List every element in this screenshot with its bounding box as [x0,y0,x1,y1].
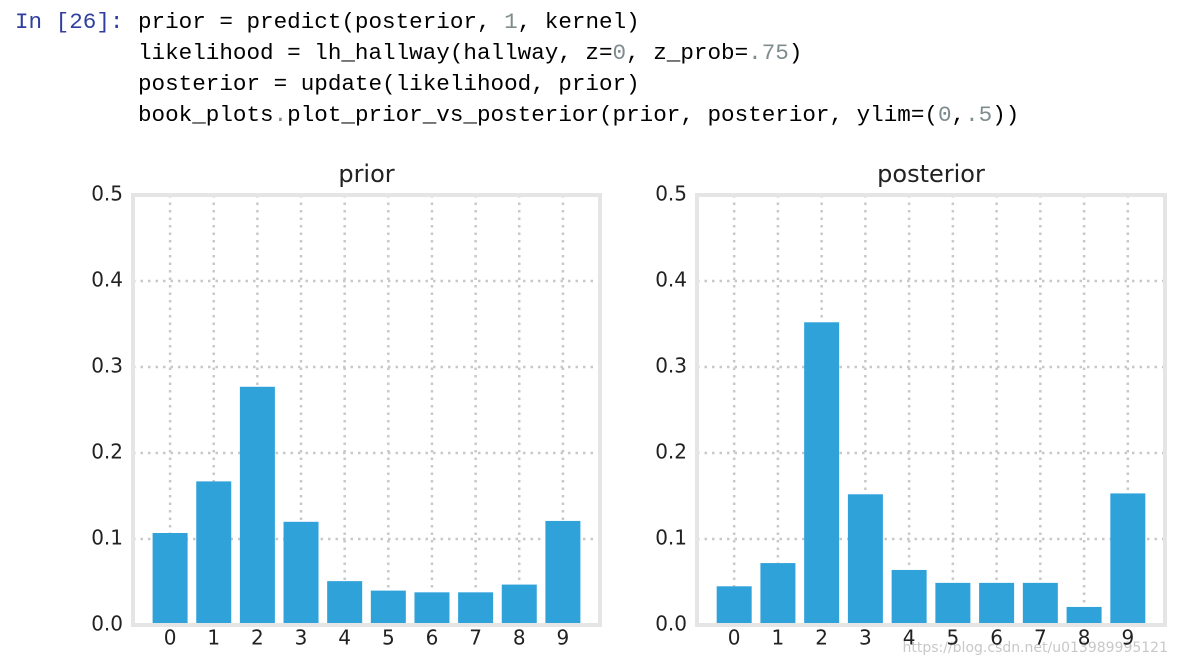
bar [327,581,363,625]
code-block: prior = predict(posterior, 1, kernel) lik… [138,9,1019,128]
code-token: posterior = update(likelihood, prior) [138,71,640,97]
bar [501,584,537,625]
bar [1110,493,1146,625]
code-token: plot_prior_vs_posterior(prior, posterior… [287,102,938,128]
x-tick-label: 5 [947,626,960,650]
bar [414,592,450,625]
bar [935,582,971,625]
code-token: .5 [965,102,992,128]
x-tick-label: 7 [469,626,482,650]
x-tick-label: 3 [859,626,872,650]
x-tick-label: 5 [382,626,395,650]
y-tick-label: 0.2 [655,440,687,464]
x-tick-label: 4 [338,626,351,650]
x-tick-label: 0 [728,626,741,650]
code-token: 0 [613,40,627,66]
y-tick-label: 0.3 [655,354,687,378]
code-token: , kernel) [518,9,640,35]
code-line: posterior = update(likelihood, prior) [138,71,640,97]
y-tick-label: 0.3 [91,354,123,378]
x-tick-label: 7 [1034,626,1047,650]
code-token: ) [789,40,803,66]
code-line: prior = predict(posterior, 1, kernel) [138,9,640,35]
bar [239,386,275,625]
chart: prior 0.0 0.1 0.2 0.3 0.4 0.5 0 1 2 3 4 5 6 7 8 9 [91,160,602,650]
code-token: likelihood = lh_hallway(hallway, z= [138,40,613,66]
bar [804,322,840,625]
y-tick-label: 0.2 [91,440,123,464]
y-tick-label: 0.5 [91,182,123,206]
bar [891,569,927,625]
chart-title: prior [338,160,394,188]
code-token: 1 [504,9,518,35]
bar [370,590,406,625]
x-tick-label: 2 [815,626,828,650]
x-tick-label: 0 [164,626,177,650]
y-tick-label: 0.1 [91,526,123,550]
x-tick-label: 8 [1078,626,1091,650]
x-tick-label: 1 [772,626,785,650]
code-line: book_plots.plot_prior_vs_posterior(prior… [138,102,1019,128]
y-tick-label: 0.0 [655,612,687,636]
code-token: )) [992,102,1019,128]
x-tick-label: 6 [426,626,439,650]
y-tick-label: 0.4 [91,268,123,292]
x-tick-label: 9 [1121,626,1134,650]
cell-prompt: In [26]: [15,9,123,35]
x-tick-label: 4 [903,626,916,650]
x-tick-label: 1 [207,626,220,650]
x-tick-label: 3 [295,626,308,650]
code-token: 0 [938,102,952,128]
bar [716,586,752,625]
bar [1066,606,1102,625]
code-token: . [274,102,288,128]
x-tick-label: 8 [513,626,526,650]
y-tick-label: 0.0 [91,612,123,636]
watermark: https://blog.csdn.net/u013989995121 [902,640,1168,656]
bar [847,494,883,625]
bar [979,582,1015,625]
bar [1022,582,1058,625]
x-tick-label: 9 [557,626,570,650]
y-tick-label: 0.4 [655,268,687,292]
bar [152,532,188,625]
bar [545,520,581,625]
code-token: , [952,102,966,128]
x-tick-label: 6 [990,626,1003,650]
bar [196,481,232,625]
code-line: likelihood = lh_hallway(hallway, z=0, z_… [138,40,802,66]
bar [283,521,319,625]
code-token: .75 [748,40,789,66]
bar [458,592,494,625]
axes-frame [695,193,1167,627]
y-tick-label: 0.1 [655,526,687,550]
chart: posterior 0.0 0.1 0.2 0.3 0.4 0.5 0 1 2 3 4 5 6 7 8 9 [655,160,1167,650]
bar [760,563,796,625]
axes-frame [131,193,602,627]
code-token: book_plots [138,102,274,128]
y-tick-label: 0.5 [655,182,687,206]
x-tick-label: 2 [251,626,264,650]
code-token: , z_prob= [626,40,748,66]
code-token: prior = predict(posterior, [138,9,504,35]
chart-title: posterior [877,160,985,188]
